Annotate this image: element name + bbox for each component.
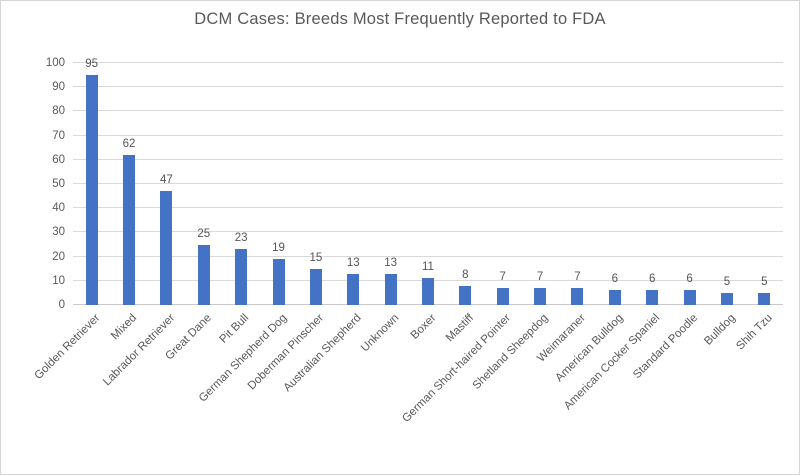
gridline-50 xyxy=(73,183,783,184)
value-label-mixed: 62 xyxy=(122,137,136,150)
value-label-australian-shepherd: 13 xyxy=(346,256,360,269)
x-axis-label-standard-poodle: Standard Poodle xyxy=(631,312,701,382)
bar-weimaraner xyxy=(571,288,584,305)
x-axis-label-boxer: Boxer xyxy=(408,312,439,342)
y-axis-tick-label-50: 50 xyxy=(52,178,65,190)
bar-great-dane xyxy=(197,244,210,305)
bar-pit-bull xyxy=(235,249,248,305)
bar-american-cocker-spaniel xyxy=(646,290,659,305)
bar-german-short-haired-pointer xyxy=(496,288,509,305)
gridline-40 xyxy=(73,207,783,209)
y-axis-tick-label-100: 100 xyxy=(45,57,65,69)
y-axis-tick-label-80: 80 xyxy=(52,105,65,118)
value-label-bulldog: 5 xyxy=(723,275,731,288)
y-axis-tick-label-30: 30 xyxy=(52,226,65,239)
bar-doberman-pinscher xyxy=(309,268,322,305)
x-axis-label-pit-bull: Pit Bull xyxy=(217,312,252,346)
gridline-70 xyxy=(73,134,783,136)
x-axis-label-golden-retriever: Golden Retriever xyxy=(32,312,103,382)
bar-mastiff xyxy=(459,285,472,305)
bar-bulldog xyxy=(720,292,733,305)
x-axis-label-australian-shepherd: Australian Shepherd xyxy=(281,312,364,395)
gridline-20 xyxy=(73,255,783,257)
value-label-american-bulldog: 6 xyxy=(611,273,619,286)
y-axis-tick-label-20: 20 xyxy=(52,250,65,263)
value-label-mastiff: 8 xyxy=(462,268,469,281)
bar-unknown xyxy=(384,273,397,305)
bar-standard-poodle xyxy=(683,290,696,305)
value-label-pit-bull: 23 xyxy=(234,232,248,245)
gridline-90 xyxy=(73,86,783,88)
y-axis-tick-label-60: 60 xyxy=(52,153,65,166)
value-label-shih-tzu: 5 xyxy=(761,275,768,288)
bar-boxer xyxy=(422,278,434,305)
chart-title: DCM Cases: Breeds Most Frequently Report… xyxy=(194,10,606,28)
bar-labrador-retriever xyxy=(160,191,173,305)
x-axis-label-unknown: Unknown xyxy=(358,312,402,355)
gridline-80 xyxy=(73,110,783,112)
bar-american-bulldog xyxy=(608,290,621,305)
value-label-great-dane: 25 xyxy=(197,227,211,240)
x-axis-label-mixed: Mixed xyxy=(109,312,140,343)
value-label-golden-retriever: 95 xyxy=(85,58,99,71)
value-label-shetland-sheepdog: 7 xyxy=(536,271,544,284)
value-label-labrador-retriever: 47 xyxy=(160,174,173,187)
y-axis-tick-label-40: 40 xyxy=(52,202,65,215)
value-label-boxer: 11 xyxy=(422,261,434,274)
bar-german-shepherd-dog xyxy=(272,259,285,305)
plot-area: 95 62 47 25 23 19 15 13 13 11 8 7 7 7 6 6 6 5 5 xyxy=(73,58,783,305)
value-label-german-shepherd-dog: 19 xyxy=(272,242,285,255)
y-axis-tick-label-10: 10 xyxy=(52,274,65,287)
y-axis-tick-label-90: 90 xyxy=(52,81,65,94)
bar-golden-retriever xyxy=(85,75,98,305)
bar-shetland-sheepdog xyxy=(534,288,547,305)
x-axis-label-american-bulldog: American Bulldog xyxy=(553,312,626,385)
gridline-60 xyxy=(73,158,783,160)
bar-mixed xyxy=(123,154,136,305)
value-label-weimaraner: 7 xyxy=(574,271,581,284)
value-label-american-cocker-spaniel: 6 xyxy=(649,273,656,286)
x-axis-label-mastiff: Mastiff xyxy=(443,312,476,345)
value-label-german-short-haired-pointer: 7 xyxy=(499,271,506,284)
y-axis-tick-label-0: 0 xyxy=(58,299,65,311)
bar-shih-tzu xyxy=(758,292,771,305)
gridline-100 xyxy=(73,62,783,63)
y-axis-tick-label-70: 70 xyxy=(52,129,65,142)
value-label-unknown: 13 xyxy=(384,256,398,269)
value-label-standard-poodle: 6 xyxy=(686,273,693,286)
value-label-doberman-pinscher: 15 xyxy=(309,251,323,264)
bar-australian-shepherd xyxy=(347,273,360,305)
gridline-30 xyxy=(73,231,783,233)
x-axis-label-bulldog: Bulldog xyxy=(701,312,738,348)
x-axis-label-shih-tzu: Shih Tzu xyxy=(734,312,775,353)
